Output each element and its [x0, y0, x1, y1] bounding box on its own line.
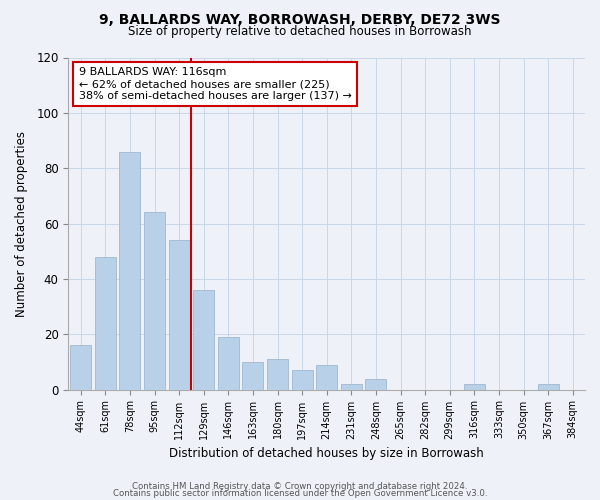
Bar	[316, 364, 337, 390]
Text: 9 BALLARDS WAY: 116sqm
← 62% of detached houses are smaller (225)
38% of semi-de: 9 BALLARDS WAY: 116sqm ← 62% of detached…	[79, 68, 352, 100]
Bar	[119, 152, 140, 390]
Bar	[292, 370, 313, 390]
Bar	[267, 359, 288, 390]
Text: Size of property relative to detached houses in Borrowash: Size of property relative to detached ho…	[128, 25, 472, 38]
Bar	[538, 384, 559, 390]
Bar	[242, 362, 263, 390]
Bar	[169, 240, 190, 390]
Bar	[95, 256, 116, 390]
Bar	[341, 384, 362, 390]
Bar	[70, 346, 91, 390]
Text: 9, BALLARDS WAY, BORROWASH, DERBY, DE72 3WS: 9, BALLARDS WAY, BORROWASH, DERBY, DE72 …	[99, 12, 501, 26]
Text: Contains public sector information licensed under the Open Government Licence v3: Contains public sector information licen…	[113, 490, 487, 498]
Bar	[193, 290, 214, 390]
Text: Contains HM Land Registry data © Crown copyright and database right 2024.: Contains HM Land Registry data © Crown c…	[132, 482, 468, 491]
Bar	[365, 378, 386, 390]
Bar	[144, 212, 165, 390]
Y-axis label: Number of detached properties: Number of detached properties	[15, 130, 28, 316]
Bar	[218, 337, 239, 390]
Bar	[464, 384, 485, 390]
X-axis label: Distribution of detached houses by size in Borrowash: Distribution of detached houses by size …	[169, 447, 484, 460]
